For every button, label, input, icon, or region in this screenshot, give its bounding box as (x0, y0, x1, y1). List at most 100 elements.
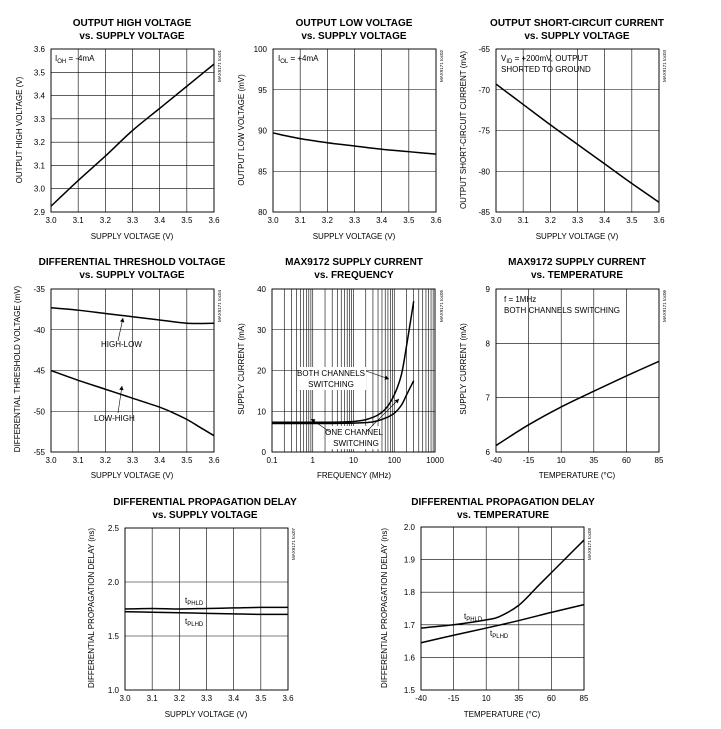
figure-id: MAX9171 toc04 (217, 290, 222, 323)
y-tick-label: 1.6 (404, 653, 416, 662)
y-tick-label: -80 (478, 167, 490, 176)
figure-id: MAX9171 toc07 (291, 528, 296, 561)
leader-arrowhead (119, 386, 124, 391)
x-tick-label: 100 (388, 456, 402, 465)
x-tick-label: 3.1 (73, 216, 85, 225)
x-tick-label: 3.6 (208, 216, 220, 225)
chart-annotation-line2: BOTH CHANNELS SWITCHING (504, 306, 620, 315)
plot-frame (495, 288, 660, 453)
x-tick-label: 3.6 (282, 694, 294, 703)
x-tick-label: 3.1 (518, 216, 530, 225)
x-tick-label: 3.2 (545, 216, 557, 225)
y-axis-label: DIFFERENTIAL PROPAGATION DELAY (ns) (87, 528, 96, 688)
x-tick-label: 3.5 (403, 216, 415, 225)
plot-frame (272, 48, 437, 213)
plot-frame (495, 48, 660, 213)
series-line-one-channel-switching (271, 380, 415, 425)
x-tick-label: 60 (622, 456, 631, 465)
y-tick-label: 6 (486, 448, 491, 457)
x-tick-label: 3.5 (255, 694, 267, 703)
chart-propagation-delay-vs-supply: DIFFERENTIAL PROPAGATION DELAY vs. SUPPL… (87, 497, 297, 719)
chart-title-line2: vs. SUPPLY VOLTAGE (79, 31, 185, 42)
chart-output-low-voltage: OUTPUT LOW VOLTAGE vs. SUPPLY VOLTAGE IO… (237, 18, 444, 241)
leader-arrowhead (120, 318, 125, 323)
x-axis-label: SUPPLY VOLTAGE (V) (91, 232, 174, 241)
x-tick-label: 1000 (426, 456, 444, 465)
chart-output-high-voltage: OUTPUT HIGH VOLTAGE vs. SUPPLY VOLTAGE I… (15, 18, 222, 241)
x-tick-label: 3.4 (154, 456, 166, 465)
figure-id: MAX9171 toc02 (439, 50, 444, 83)
x-tick-label: 1 (311, 456, 316, 465)
series-line-tplhd (420, 603, 585, 644)
label-mask (328, 426, 380, 449)
chart-title-line2: vs. FREQUENCY (314, 270, 394, 281)
x-axis-label: SUPPLY VOLTAGE (V) (165, 710, 248, 719)
x-tick-label: -40 (415, 694, 427, 703)
x-tick-label: 3.4 (228, 694, 240, 703)
y-tick-label: 100 (254, 45, 268, 54)
label-mask (298, 367, 366, 390)
x-tick-label: 3.4 (376, 216, 388, 225)
chart-title-line1: DIFFERENTIAL PROPAGATION DELAY (411, 497, 595, 508)
y-tick-label: 1.8 (404, 588, 416, 597)
y-tick-label: 2.0 (404, 523, 416, 532)
y-tick-label: 9 (486, 285, 491, 294)
x-tick-label: 3.3 (127, 216, 139, 225)
x-tick-label: 10 (557, 456, 566, 465)
y-tick-label: 20 (257, 367, 266, 376)
y-axis-label: OUTPUT SHORT-CIRCUIT CURRENT (mA) (459, 51, 468, 209)
y-tick-label: 2.5 (108, 524, 120, 533)
y-axis-label: SUPPLY CURRENT (mA) (459, 323, 468, 415)
x-tick-label: 3.6 (208, 456, 220, 465)
y-tick-label: 1.9 (404, 556, 416, 565)
y-tick-label: 1.5 (404, 686, 416, 695)
x-axis-label: TEMPERATURE (°C) (464, 710, 541, 719)
chart-title-line2: vs. TEMPERATURE (531, 270, 623, 281)
x-tick-label: 3.2 (174, 694, 186, 703)
x-tick-label: 3.4 (599, 216, 611, 225)
y-tick-label: 3.5 (34, 68, 46, 77)
chart-output-short-circuit-current: OUTPUT SHORT-CIRCUIT CURRENT vs. SUPPLY … (459, 18, 667, 241)
x-tick-label: 3.5 (626, 216, 638, 225)
x-tick-label: 85 (580, 694, 589, 703)
figure-id: MAX9171 toc06 (662, 290, 667, 323)
y-axis-label: OUTPUT HIGH VOLTAGE (V) (15, 76, 24, 183)
x-tick-label: -15 (523, 456, 535, 465)
chart-title-line1: DIFFERENTIAL THRESHOLD VOLTAGE (39, 257, 226, 268)
leader-arrowhead (311, 419, 316, 424)
x-tick-label: 3.0 (119, 694, 131, 703)
x-axis-label: FREQUENCY (MHz) (317, 471, 391, 480)
x-tick-label: 3.0 (45, 456, 57, 465)
y-tick-label: 80 (258, 208, 267, 217)
figure-id: MAX9171 toc08 (587, 528, 592, 561)
chart-title-line2: vs. SUPPLY VOLTAGE (79, 270, 185, 281)
y-tick-label: 1.5 (108, 632, 120, 641)
y-tick-label: 8 (486, 339, 491, 348)
chart-title-line1: OUTPUT SHORT-CIRCUIT CURRENT (490, 18, 664, 29)
x-tick-label: 10 (482, 694, 491, 703)
x-tick-label: 3.5 (181, 216, 193, 225)
y-axis-label: SUPPLY CURRENT (mA) (237, 323, 246, 415)
figure-id: MAX9171 toc03 (662, 50, 667, 83)
series-line-ios (495, 83, 660, 203)
chart-title-line2: vs. SUPPLY VOLTAGE (301, 31, 407, 42)
x-tick-label: 3.4 (154, 216, 166, 225)
y-tick-label: 7 (486, 394, 491, 403)
leader-arrowhead (394, 399, 399, 404)
x-tick-label: 3.0 (267, 216, 279, 225)
series-line-tphld (420, 539, 585, 629)
y-tick-label: 3.2 (34, 138, 46, 147)
chart-propagation-delay-vs-temperature: DIFFERENTIAL PROPAGATION DELAY vs. TEMPE… (380, 497, 595, 719)
x-tick-label: 35 (514, 694, 523, 703)
y-tick-label: 30 (257, 326, 266, 335)
y-tick-label: -65 (478, 45, 490, 54)
series-label-tphld: tPHLD (464, 612, 483, 623)
y-tick-label: -85 (478, 208, 490, 217)
chart-title-line1: DIFFERENTIAL PROPAGATION DELAY (113, 497, 297, 508)
chart-title-line2: vs. SUPPLY VOLTAGE (524, 31, 630, 42)
series-label-both-line1: BOTH CHANNELS (297, 369, 365, 378)
y-tick-label: 3.4 (34, 92, 46, 101)
y-tick-label: 1.0 (108, 686, 120, 695)
chart-annotation-line1: VID = +200mV, OUTPUT (501, 54, 588, 65)
